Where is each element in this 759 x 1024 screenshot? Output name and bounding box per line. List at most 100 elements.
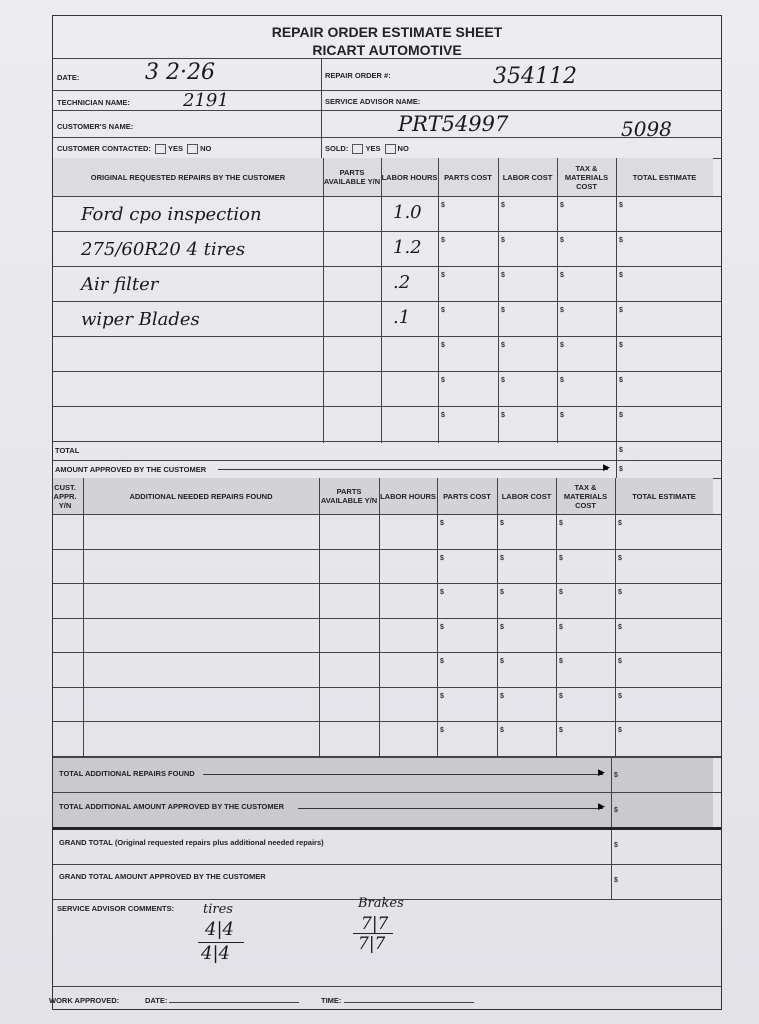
time-field[interactable]: TIME:	[321, 996, 474, 1005]
currency-symbol: $	[614, 877, 618, 884]
currency-symbol: $	[441, 377, 445, 384]
total-additional-approved-label: TOTAL ADDITIONAL AMOUNT APPROVED BY THE …	[59, 802, 285, 811]
additional-header-5: LABOR COST	[501, 491, 552, 501]
contacted-yes-checkbox[interactable]	[154, 144, 166, 155]
currency-symbol: $	[619, 237, 623, 244]
currency-symbol: $	[441, 412, 445, 419]
brakes-top: 7|7	[361, 914, 389, 934]
additional-repair-row[interactable]: $ $ $ $	[53, 514, 713, 549]
currency-symbol: $	[559, 623, 563, 631]
additional-repair-row[interactable]: $ $ $ $	[53, 721, 713, 756]
currency-symbol: $	[441, 342, 445, 349]
currency-symbol: $	[559, 554, 563, 562]
currency-symbol: $	[501, 202, 505, 209]
currency-symbol: $	[560, 307, 564, 314]
sold-no-checkbox[interactable]	[384, 144, 396, 155]
currency-symbol: $	[619, 272, 623, 279]
currency-symbol: $	[618, 658, 622, 665]
currency-symbol: $	[614, 807, 618, 814]
currency-symbol: $	[501, 412, 505, 419]
currency-symbol: $	[440, 520, 444, 527]
grand-total-label: GRAND TOTAL (Original requested repairs …	[59, 838, 324, 847]
currency-symbol: $	[441, 202, 445, 209]
currency-symbol: $	[560, 412, 564, 419]
currency-symbol: $	[619, 377, 623, 384]
currency-symbol: $	[560, 342, 564, 349]
currency-symbol: $	[560, 202, 564, 209]
currency-symbol: $	[440, 692, 444, 700]
currency-symbol: $	[500, 692, 504, 700]
original-header-6: TOTAL ESTIMATE	[632, 172, 697, 182]
repair-description[interactable]: Ford cpo inspection	[81, 204, 262, 225]
original-repair-row: Ford cpo inspection 1.0 $ $ $ $	[53, 196, 713, 231]
labor-hours[interactable]: .2	[393, 272, 411, 293]
original-repair-row: $ $ $ $	[53, 406, 713, 441]
labor-hours[interactable]: .1	[393, 307, 411, 328]
repair-description[interactable]: Air filter	[81, 274, 159, 295]
currency-symbol: $	[500, 658, 504, 665]
currency-symbol: $	[559, 658, 563, 665]
additional-repair-row[interactable]: $ $ $ $	[53, 687, 713, 722]
tires-label: tires	[203, 902, 233, 917]
comments-label: SERVICE ADVISOR COMMENTS:	[57, 904, 175, 913]
repair-description[interactable]: 275/60R20 4 tires	[81, 239, 246, 260]
additional-repair-row[interactable]: $ $ $ $	[53, 549, 713, 584]
additional-repair-row[interactable]: $ $ $ $	[53, 652, 713, 687]
original-repair-row: Air filter .2 $ $ $ $	[53, 266, 713, 301]
currency-symbol: $	[559, 727, 563, 734]
technician-label: TECHNICIAN NAME:	[57, 98, 130, 107]
currency-symbol: $	[560, 237, 564, 244]
additional-header-1: ADDITIONAL NEEDED REPAIRS FOUND	[129, 491, 273, 501]
technician-value: 2191	[183, 90, 229, 111]
date-value: 3 2·26	[145, 60, 215, 85]
currency-symbol: $	[559, 589, 563, 596]
currency-symbol: $	[441, 237, 445, 244]
labor-hours[interactable]: 1.0	[393, 202, 422, 223]
customer-note-1: PRT54997	[398, 112, 509, 136]
customer-contacted: CUSTOMER CONTACTED: YES NO	[57, 144, 212, 155]
currency-symbol: $	[500, 520, 504, 527]
additional-header-0: CUST. APPR. Y/N	[53, 482, 77, 510]
additional-repair-row[interactable]: $ $ $ $	[53, 618, 713, 653]
sold: SOLD: YES NO	[325, 144, 409, 155]
customer-note-2: 5098	[621, 117, 672, 141]
sold-yes-checkbox[interactable]	[352, 144, 364, 155]
currency-symbol: $	[614, 842, 618, 849]
currency-symbol: $	[618, 589, 622, 596]
currency-symbol: $	[501, 272, 505, 279]
company-name: RICART AUTOMOTIVE	[312, 42, 462, 58]
repair-order-value: 354112	[493, 64, 577, 89]
currency-symbol: $	[560, 272, 564, 279]
tires-bottom: 4|4	[201, 943, 230, 964]
work-approved-label: WORK APPROVED:	[49, 996, 120, 1005]
additional-repair-row[interactable]: $ $ $ $	[53, 583, 713, 618]
labor-hours[interactable]: 1.2	[393, 237, 422, 258]
currency-symbol: $	[559, 520, 563, 527]
original-header-3: PARTS COST	[444, 172, 492, 182]
currency-symbol: $	[501, 307, 505, 314]
contacted-no-checkbox[interactable]	[187, 144, 199, 155]
repair-order-label: REPAIR ORDER #:	[325, 71, 391, 80]
currency-symbol: $	[618, 554, 622, 562]
currency-symbol: $	[440, 727, 444, 734]
tires-top: 4|4	[205, 919, 234, 940]
original-header-4: LABOR COST	[502, 172, 553, 182]
additional-header-6: TAX & MATERIALS COST	[563, 482, 608, 510]
currency-symbol: $	[501, 237, 505, 244]
date-field[interactable]: DATE:	[145, 996, 300, 1005]
currency-symbol: $	[618, 623, 622, 631]
service-advisor-label: SERVICE ADVISOR NAME:	[325, 97, 421, 106]
original-header-1: PARTS AVAILABLE Y/N	[323, 168, 381, 186]
currency-symbol: $	[618, 692, 622, 700]
currency-symbol: $	[619, 447, 623, 454]
amount-approved-label: AMOUNT APPROVED BY THE CUSTOMER	[55, 465, 207, 474]
currency-symbol: $	[501, 377, 505, 384]
original-header-5: TAX & MATERIALS COST	[564, 163, 609, 191]
currency-symbol: $	[441, 272, 445, 279]
currency-symbol: $	[618, 520, 622, 527]
additional-header-3: LABOR HOURS	[380, 491, 436, 501]
currency-symbol: $	[500, 623, 504, 631]
currency-symbol: $	[441, 307, 445, 314]
currency-symbol: $	[560, 377, 564, 384]
repair-description[interactable]: wiper Blades	[81, 309, 200, 330]
